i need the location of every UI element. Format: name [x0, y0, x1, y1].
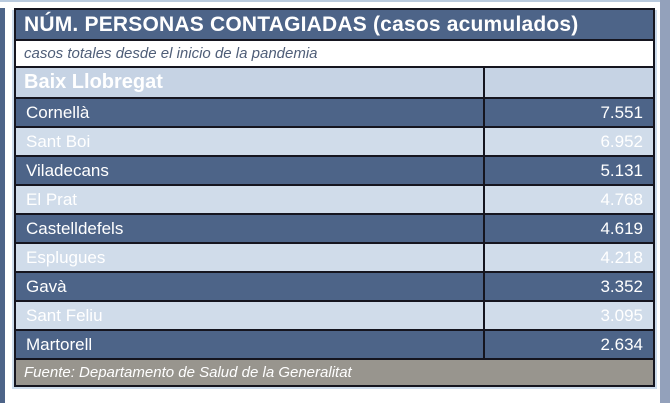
city-name: Cornellà — [26, 102, 90, 122]
table-row: Cornellà 7.551 — [16, 97, 653, 126]
city-name-cell: Sant Boi — [16, 128, 483, 155]
city-value-cell: 3.095 — [483, 302, 653, 329]
city-value: 6.952 — [600, 131, 643, 151]
city-value-cell: 6.952 — [483, 128, 653, 155]
city-name-cell: Gavà — [16, 273, 483, 300]
city-name-cell: Esplugues — [16, 244, 483, 271]
city-value: 4.768 — [600, 189, 643, 209]
city-value: 4.218 — [600, 247, 643, 267]
table-subtitle: casos totales desde el inicio de la pand… — [24, 45, 318, 62]
city-value-cell: 4.218 — [483, 244, 653, 271]
city-name-cell: Viladecans — [16, 157, 483, 184]
table-rows: Cornellà 7.551 Sant Boi 6.952 Viladecans… — [16, 97, 653, 358]
city-name-cell: Castelldefels — [16, 215, 483, 242]
city-name-cell: Sant Feliu — [16, 302, 483, 329]
city-name: Martorell — [26, 334, 93, 354]
city-name-cell: Cornellà — [16, 99, 483, 126]
city-value: 2.634 — [600, 334, 643, 354]
city-value: 4.619 — [600, 218, 643, 238]
table-row: Sant Boi 6.952 — [16, 126, 653, 155]
table-row: Viladecans 5.131 — [16, 155, 653, 184]
left-edge-stripe — [0, 8, 5, 403]
city-name: Viladecans — [26, 160, 109, 180]
city-value: 3.352 — [600, 276, 643, 296]
top-frame-line — [0, 0, 670, 2]
city-value-cell: 7.551 — [483, 99, 653, 126]
table-title: NÚM. PERSONAS CONTAGIADAS (casos acumula… — [24, 12, 579, 36]
region-name-cell: Baix Llobregat — [16, 68, 483, 97]
table-row: Esplugues 4.218 — [16, 242, 653, 271]
right-edge-stripe — [660, 0, 670, 403]
city-name: Sant Feliu — [26, 305, 103, 325]
city-name-cell: Martorell — [16, 331, 483, 358]
city-value: 3.095 — [600, 305, 643, 325]
city-value-cell: 4.768 — [483, 186, 653, 213]
table-row: Sant Feliu 3.095 — [16, 300, 653, 329]
table-row: Martorell 2.634 — [16, 329, 653, 358]
region-value-cell — [483, 68, 653, 97]
city-name-cell: El Prat — [16, 186, 483, 213]
source-text: Fuente: Departamento de Salud de la Gene… — [24, 364, 352, 381]
table-subtitle-bar: casos totales desde el inicio de la pand… — [16, 39, 653, 66]
city-name: Gavà — [26, 276, 67, 296]
source-bar: Fuente: Departamento de Salud de la Gene… — [16, 358, 653, 385]
table-row: Gavà 3.352 — [16, 271, 653, 300]
region-name: Baix Llobregat — [24, 71, 163, 93]
table-title-bar: NÚM. PERSONAS CONTAGIADAS (casos acumula… — [16, 10, 653, 39]
table-row: Castelldefels 4.619 — [16, 213, 653, 242]
city-value: 7.551 — [600, 102, 643, 122]
city-value-cell: 3.352 — [483, 273, 653, 300]
city-value-cell: 4.619 — [483, 215, 653, 242]
region-header-row: Baix Llobregat — [16, 66, 653, 97]
city-name: Castelldefels — [26, 218, 124, 238]
city-value-cell: 2.634 — [483, 331, 653, 358]
city-name: Esplugues — [26, 247, 106, 267]
city-name: Sant Boi — [26, 131, 91, 151]
city-value: 5.131 — [600, 160, 643, 180]
city-name: El Prat — [26, 189, 78, 209]
table-row: El Prat 4.768 — [16, 184, 653, 213]
city-value-cell: 5.131 — [483, 157, 653, 184]
contagion-table: NÚM. PERSONAS CONTAGIADAS (casos acumula… — [14, 8, 655, 387]
